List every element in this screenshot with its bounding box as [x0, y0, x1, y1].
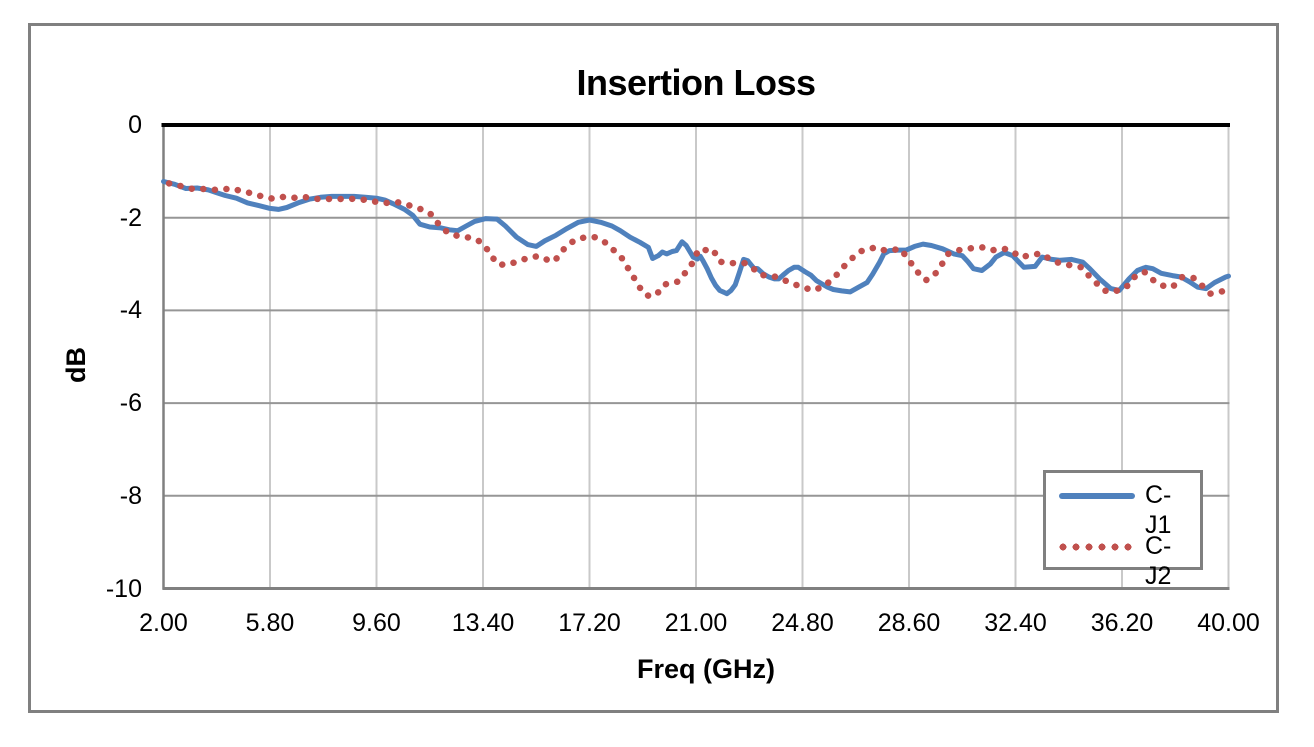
x-tick-label: 32.40: [984, 609, 1047, 637]
legend-label: C-J2: [1145, 532, 1172, 590]
legend: C-J1 C-J2: [1043, 470, 1203, 590]
legend-line-sample-dotted: [1059, 543, 1135, 551]
x-tick-label: 28.60: [877, 609, 941, 637]
series-c-j1-line: [161, 179, 1231, 297]
x-tick-label: 36.20: [1090, 609, 1154, 637]
chart-outer-border: [28, 23, 1279, 713]
x-tick-label: 5.80: [245, 609, 295, 637]
legend-item-c-j1: C-J1: [1057, 481, 1197, 539]
y-tick-label: -8: [119, 481, 142, 510]
y-tick-label: -6: [119, 389, 142, 418]
legend-label: C-J1: [1145, 481, 1172, 539]
y-tick-label: -10: [105, 574, 142, 603]
x-tick-label: 13.40: [451, 609, 515, 637]
x-tick-label: 17.20: [558, 609, 621, 637]
chart-title: Insertion Loss: [576, 62, 816, 103]
y-tick-label: -2: [119, 203, 142, 232]
x-tick-label: 24.80: [771, 609, 834, 637]
x-tick-label: 9.60: [352, 609, 401, 637]
x-tick-label: 40.00: [1197, 609, 1260, 637]
series-c-j2-line: [165, 180, 1229, 300]
x-axis-title: Freq (GHz): [637, 654, 775, 684]
x-tick-label: 2.00: [139, 609, 188, 637]
legend-line-sample-solid: [1059, 493, 1135, 499]
y-tick-label: 0: [128, 111, 142, 139]
x-tick-label: 21.00: [664, 609, 728, 637]
y-tick-label: -4: [119, 296, 142, 325]
legend-item-c-j2: C-J2: [1057, 532, 1197, 590]
